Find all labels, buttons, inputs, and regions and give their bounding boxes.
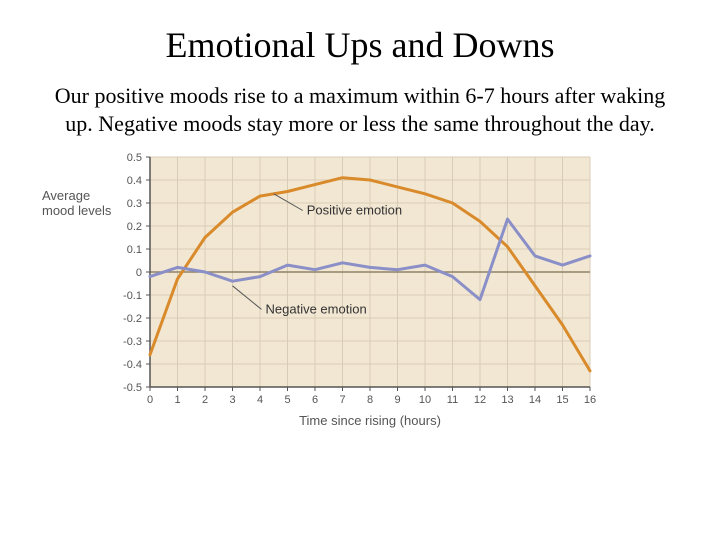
x-tick-label: 11: [447, 394, 458, 406]
x-tick-label: 15: [556, 394, 568, 406]
x-tick-label: 1: [174, 394, 180, 406]
y-tick-label: 0.1: [127, 244, 142, 256]
x-tick-label: 5: [284, 394, 290, 406]
page-title: Emotional Ups and Downs: [40, 24, 680, 66]
x-tick-label: 4: [257, 394, 263, 406]
y-tick-label: -0.2: [123, 313, 142, 325]
y-tick-label: 0.4: [127, 175, 142, 187]
slide: Emotional Ups and Downs Our positive moo…: [0, 0, 720, 540]
y-tick-label: 0.5: [127, 152, 142, 164]
x-tick-label: 8: [367, 394, 373, 406]
x-tick-label: 12: [474, 394, 486, 406]
y-tick-label: -0.4: [123, 359, 142, 371]
x-tick-label: 7: [339, 394, 345, 406]
y-tick-label: 0: [136, 267, 142, 279]
mood-chart: Average mood levels 01234567891011121314…: [60, 147, 660, 437]
chart-svg: 012345678910111213141516-0.5-0.4-0.3-0.2…: [60, 147, 620, 437]
x-tick-label: 2: [202, 394, 208, 406]
x-tick-label: 9: [394, 394, 400, 406]
x-tick-label: 13: [501, 394, 513, 406]
x-tick-label: 14: [529, 394, 541, 406]
negative-label: Negative emotion: [266, 301, 367, 316]
x-tick-label: 16: [584, 394, 596, 406]
y-tick-label: 0.3: [127, 198, 142, 210]
y-tick-label: -0.3: [123, 336, 142, 348]
x-tick-label: 3: [229, 394, 235, 406]
y-tick-label: -0.5: [123, 382, 142, 394]
x-tick-label: 10: [419, 394, 431, 406]
y-tick-label: 0.2: [127, 221, 142, 233]
positive-label: Positive emotion: [307, 203, 402, 218]
y-axis-label: Average mood levels: [42, 189, 112, 219]
x-axis-label: Time since rising (hours): [299, 413, 441, 428]
page-subtitle: Our positive moods rise to a maximum wit…: [40, 82, 680, 137]
x-tick-label: 6: [312, 394, 318, 406]
y-tick-label: -0.1: [123, 290, 142, 302]
x-tick-label: 0: [147, 394, 153, 406]
